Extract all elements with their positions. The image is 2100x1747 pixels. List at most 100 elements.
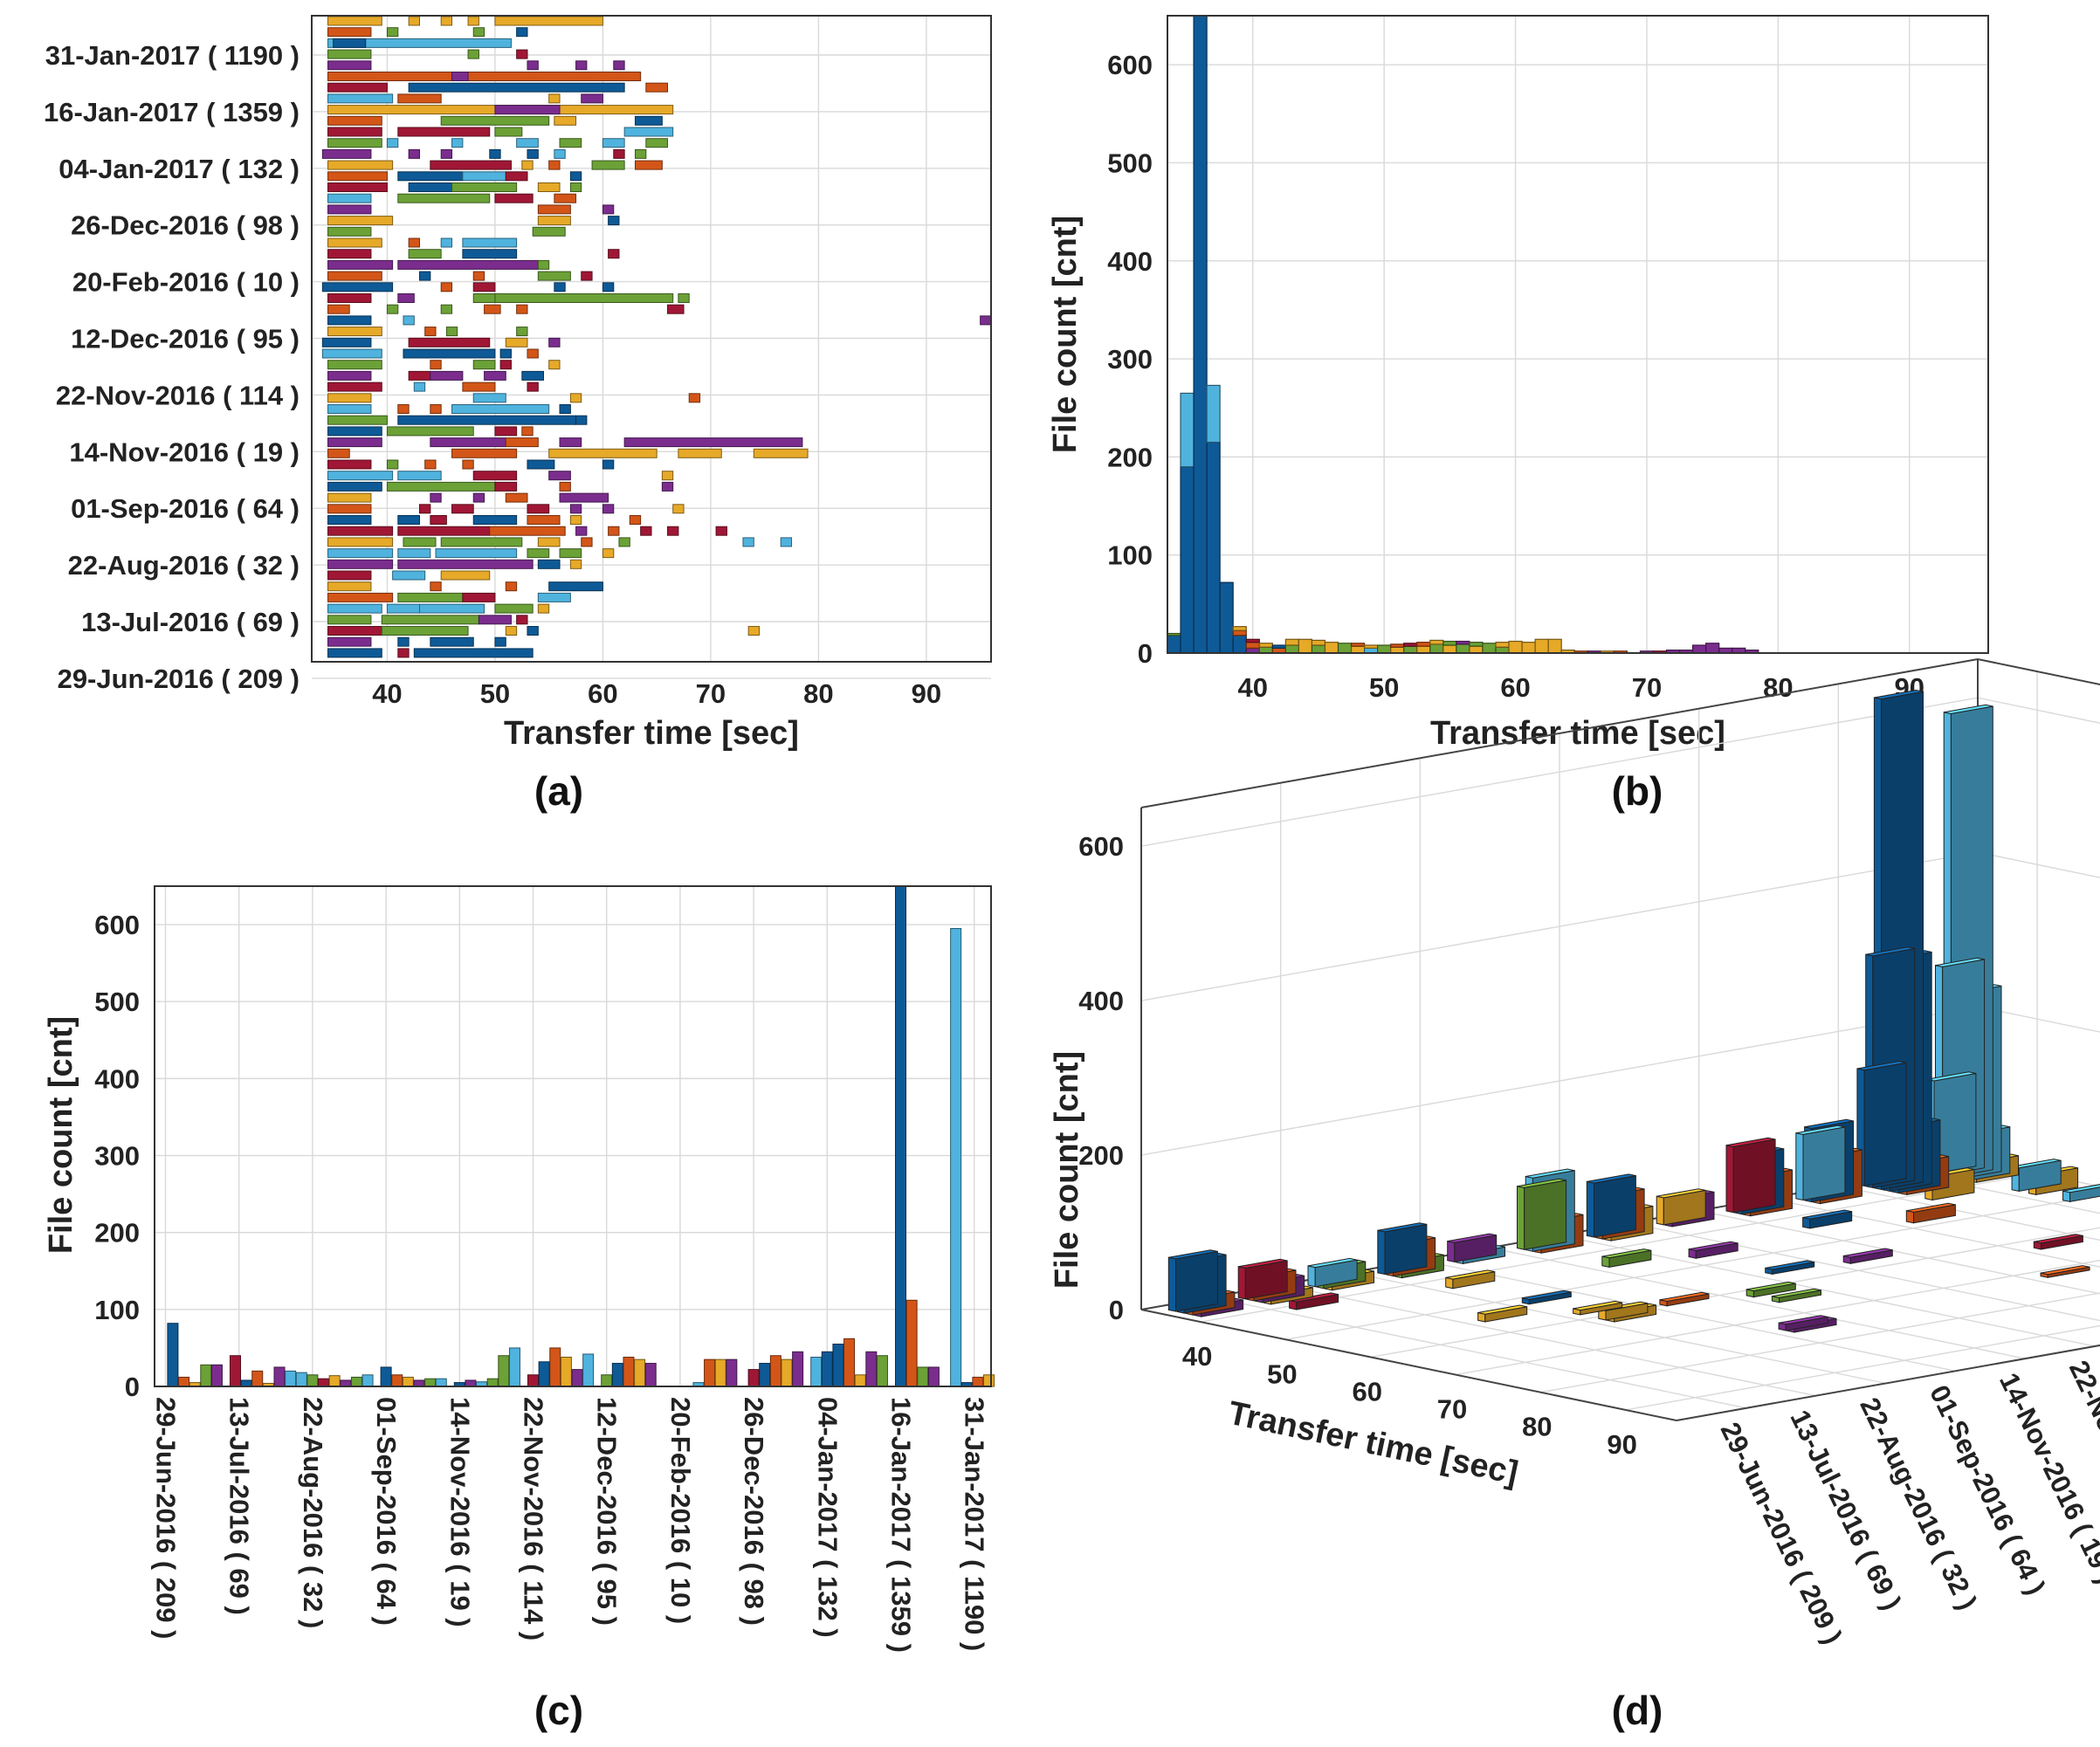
- panel-b-ytick: 300: [1107, 344, 1153, 375]
- panel-a-run: [397, 171, 464, 182]
- panel-d-bar-top: [1289, 1292, 1339, 1303]
- panel-d-bar-side: [1384, 1223, 1428, 1276]
- panel-a-run: [516, 304, 528, 314]
- panel-a-run: [386, 27, 399, 38]
- panel-b-bar: [1350, 645, 1366, 654]
- panel-d-bar-top: [1377, 1222, 1428, 1233]
- panel-a-run: [462, 459, 474, 470]
- panel-a-run: [386, 459, 399, 470]
- panel-a-run: [327, 237, 382, 248]
- panel-a-run: [661, 471, 674, 481]
- panel-a-run: [430, 636, 474, 647]
- panel-b-xlabel: Transfer time [sec]: [1430, 715, 1725, 752]
- panel-a-run: [408, 237, 420, 248]
- panel-a-run: [602, 459, 615, 470]
- panel-c-bar: [380, 1366, 392, 1387]
- panel-a-run: [521, 370, 545, 381]
- panel-c-bar: [983, 1374, 995, 1387]
- panel-d-bar-top: [1865, 946, 1915, 957]
- panel-c-bar: [549, 1347, 561, 1387]
- panel-a-run: [537, 259, 550, 270]
- panel-a-label: (a): [534, 768, 583, 814]
- panel-b-ytick: 500: [1107, 148, 1153, 178]
- panel-a-run: [327, 60, 372, 71]
- panel-a-run: [569, 515, 582, 525]
- panel-b-bar: [1232, 626, 1247, 631]
- panel-c-bar: [200, 1364, 212, 1387]
- panel-c-bar: [601, 1374, 613, 1387]
- panel-a-run: [505, 337, 528, 347]
- panel-a-run: [430, 492, 442, 503]
- panel-a-run: [440, 282, 453, 292]
- panel-c-xtick: 20-Feb-2016 ( 10 ): [665, 1397, 696, 1624]
- panel-a-run: [440, 304, 453, 314]
- panel-a-run: [321, 282, 394, 292]
- panel-a-ytick: 12-Dec-2016 ( 95 ): [71, 324, 300, 354]
- panel-d-bar-side: [1594, 1175, 1636, 1238]
- panel-a-run: [516, 138, 539, 148]
- panel-d-bar: [1237, 1266, 1246, 1300]
- panel-a-run: [494, 426, 518, 437]
- panel-a-run: [645, 138, 669, 148]
- panel-a-run: [554, 282, 566, 292]
- panel-d-bar: [1586, 1180, 1594, 1238]
- panel-b-bar: [1508, 640, 1523, 654]
- panel-a-run: [440, 237, 453, 248]
- panel-b-bar: [1232, 635, 1247, 654]
- panel-c-bar: [435, 1378, 447, 1387]
- panel-a-run: [640, 526, 652, 536]
- panel-b-ytick: 200: [1107, 442, 1153, 472]
- panel-a-run: [397, 93, 442, 104]
- panel-a-run: [537, 603, 550, 614]
- panel-c-bar: [391, 1374, 403, 1387]
- panel-a-run: [430, 404, 442, 414]
- panel-a-run: [742, 537, 754, 547]
- panel-d-xlabel: Transfer time [sec]: [1225, 1395, 1521, 1492]
- panel-a-run: [408, 249, 442, 259]
- panel-d-floor-grid: [1210, 1296, 1746, 1409]
- panel-a-run: [462, 237, 518, 248]
- panel-a-run: [440, 537, 523, 547]
- panel-b-bar: [1206, 441, 1221, 654]
- panel-a-run: [569, 559, 582, 569]
- panel-a-run: [602, 282, 615, 292]
- panel-a-run: [494, 105, 561, 115]
- panel-a-run: [327, 93, 394, 104]
- panel-d-bar-top: [2040, 1265, 2090, 1276]
- panel-c-xtick: 22-Nov-2016 ( 114 ): [519, 1397, 549, 1640]
- panel-a-run: [424, 327, 437, 337]
- panel-a-run: [333, 38, 367, 48]
- panel-a-run: [569, 182, 582, 192]
- panel-c-bar: [402, 1376, 414, 1387]
- panel-b-xtick: 60: [1500, 672, 1530, 703]
- panel-c-bar: [759, 1363, 771, 1387]
- panel-a-run: [484, 304, 501, 314]
- panel-d-bar-top: [1772, 1288, 1821, 1298]
- panel-c-ytick: 0: [125, 1372, 140, 1402]
- panel-a-xtick: 80: [803, 678, 833, 709]
- panel-a-run: [327, 592, 394, 602]
- panel-b-bar: [1180, 392, 1195, 468]
- panel-c-ylabel: File count [cnt]: [43, 1016, 79, 1254]
- panel-a-run: [602, 548, 615, 559]
- panel-b-xtick: 80: [1763, 672, 1793, 703]
- panel-c-bar: [498, 1355, 510, 1387]
- panel-a-run: [327, 603, 382, 614]
- panel-a-run: [451, 404, 550, 414]
- panel-d-ztick: 0: [1109, 1295, 1124, 1325]
- panel-a-run: [327, 437, 382, 448]
- panel-a-run: [440, 148, 453, 159]
- panel-b-bar: [1442, 640, 1457, 646]
- panel-a-run: [386, 138, 399, 148]
- panel-d-xtick: 80: [1522, 1412, 1552, 1442]
- panel-c-bar: [229, 1355, 241, 1387]
- panel-a-run: [440, 115, 550, 126]
- panel-a-run: [554, 115, 577, 126]
- panel-a-run: [327, 138, 382, 148]
- panel-c-bar: [747, 1369, 760, 1387]
- panel-d-bar-side: [1175, 1250, 1218, 1312]
- panel-d-bar-top: [2062, 1184, 2100, 1193]
- panel-a-run: [613, 60, 625, 71]
- panel-a-run: [575, 415, 588, 425]
